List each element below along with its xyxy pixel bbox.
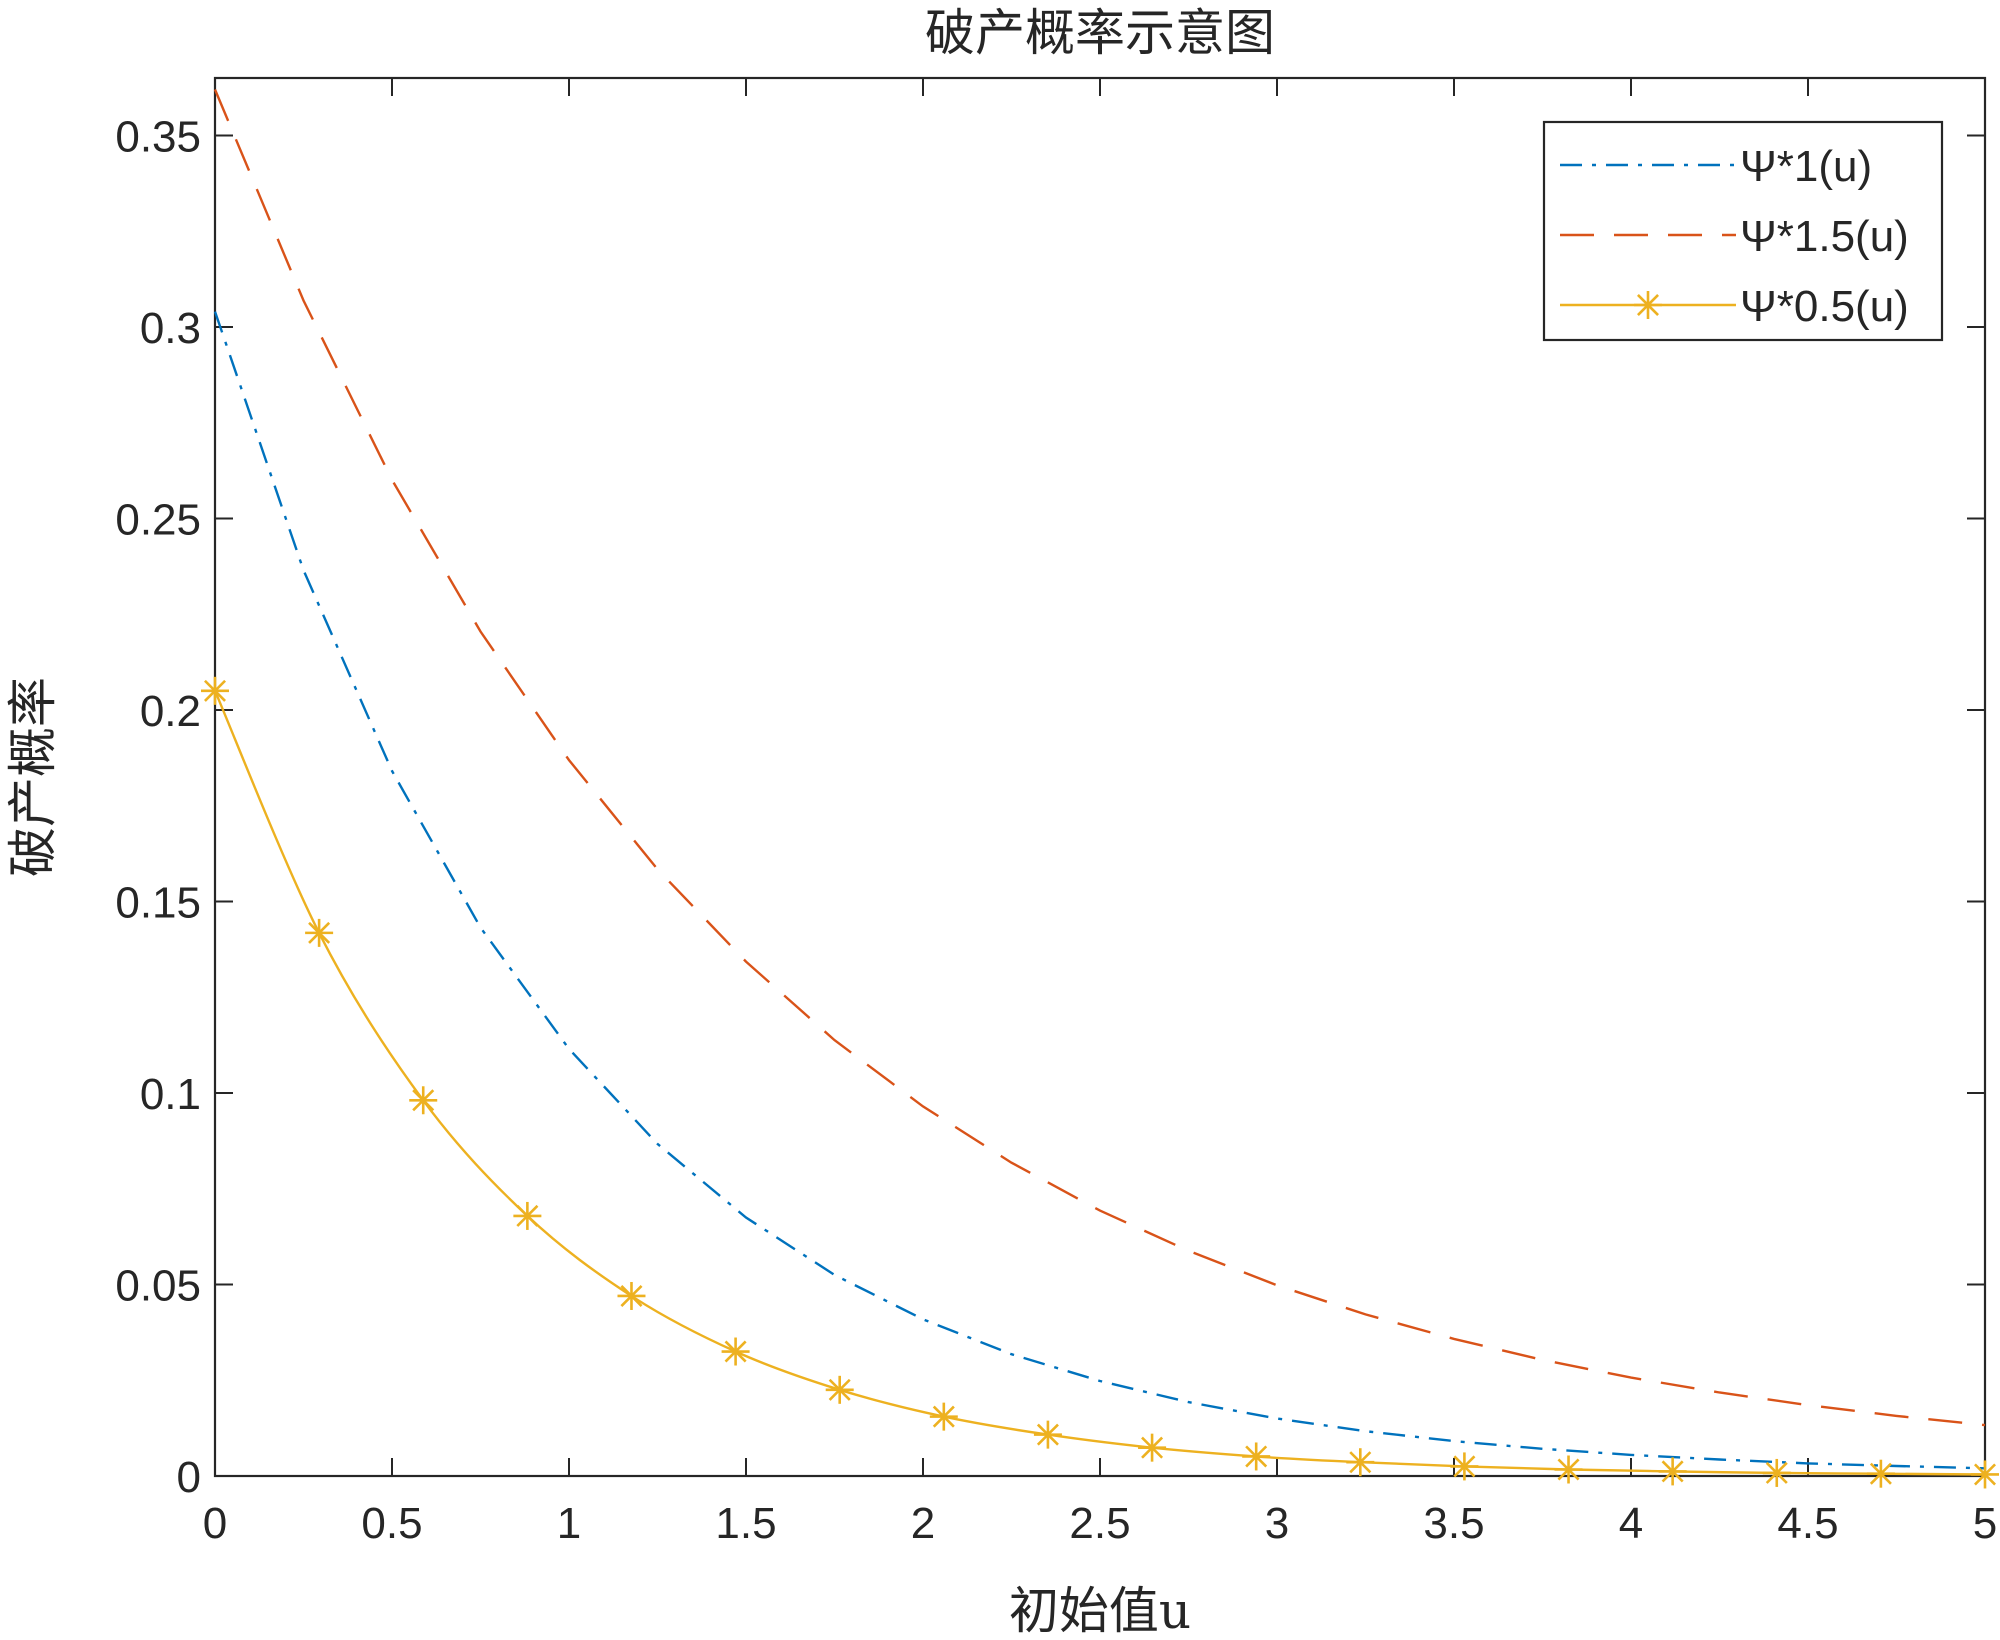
series-2-marker — [1971, 1460, 1999, 1489]
y-tick-label: 0.1 — [140, 1070, 201, 1119]
chart-title: 破产概率示意图 — [925, 4, 1275, 62]
series-2-marker — [1346, 1448, 1375, 1477]
x-tick-label: 1.5 — [715, 1499, 776, 1548]
x-tick-label: 0 — [203, 1499, 227, 1548]
series-2-marker — [305, 918, 334, 947]
series-2-marker — [1450, 1452, 1479, 1481]
x-tick-label: 2.5 — [1069, 1499, 1130, 1548]
legend-label-0: Ψ*1(u) — [1740, 142, 1872, 191]
series-2-marker — [201, 676, 229, 705]
y-tick-label: 0.25 — [115, 495, 201, 544]
y-axis-label: 破产概率 — [4, 677, 62, 877]
series-line-0 — [213, 311, 1986, 1470]
x-tick-label: 5 — [1973, 1499, 1997, 1548]
series-2-marker — [1658, 1457, 1687, 1486]
series-2-marker — [825, 1375, 854, 1404]
y-tick-label: 0.35 — [115, 112, 201, 161]
series-2-marker — [929, 1402, 958, 1431]
y-tick-label: 0 — [177, 1453, 201, 1502]
x-tick-label: 4.5 — [1777, 1499, 1838, 1548]
x-axis-ticks: 0 0.5 1 1.5 2 2.5 3 3.5 4 4.5 5 — [203, 78, 1997, 1548]
legend-label-2: Ψ*0.5(u) — [1740, 282, 1909, 331]
y-tick-label: 0.15 — [115, 878, 201, 927]
x-tick-label: 4 — [1619, 1499, 1643, 1548]
series-2-marker — [1762, 1458, 1791, 1487]
x-tick-label: 3.5 — [1423, 1499, 1484, 1548]
series-2-marker — [1033, 1420, 1062, 1449]
legend-label-1: Ψ*1.5(u) — [1740, 212, 1909, 261]
x-tick-label: 3 — [1265, 1499, 1289, 1548]
series-2-marker — [1138, 1433, 1167, 1462]
series-2-marker — [513, 1201, 542, 1230]
y-tick-label: 0.3 — [140, 304, 201, 353]
series-layer — [201, 89, 1999, 1489]
x-axis-label: 初始值u — [1009, 1582, 1191, 1640]
series-2-marker — [1554, 1455, 1583, 1484]
legend: Ψ*1(u) Ψ*1.5(u) Ψ*0.5(u) — [1542, 120, 1944, 342]
series-2-marker — [1242, 1442, 1271, 1471]
y-axis-ticks: 0 0.05 0.1 0.15 0.2 0.25 0.3 0.35 — [115, 112, 1985, 1502]
x-tick-label: 0.5 — [361, 1499, 422, 1548]
series-2-marker — [409, 1086, 438, 1115]
y-tick-label: 0.2 — [140, 687, 201, 736]
x-tick-label: 2 — [911, 1499, 935, 1548]
series-line-1 — [213, 89, 1986, 1427]
legend-box — [1542, 120, 1944, 342]
legend-entries: Ψ*1(u) Ψ*1.5(u) Ψ*0.5(u) — [1560, 142, 1909, 331]
series-2-marker — [1866, 1459, 1895, 1488]
legend-marker-2 — [1634, 291, 1662, 319]
y-tick-label: 0.05 — [115, 1261, 201, 1310]
x-tick-label: 1 — [557, 1499, 581, 1548]
series-2-marker — [617, 1281, 646, 1310]
series-2-marker — [721, 1337, 750, 1366]
